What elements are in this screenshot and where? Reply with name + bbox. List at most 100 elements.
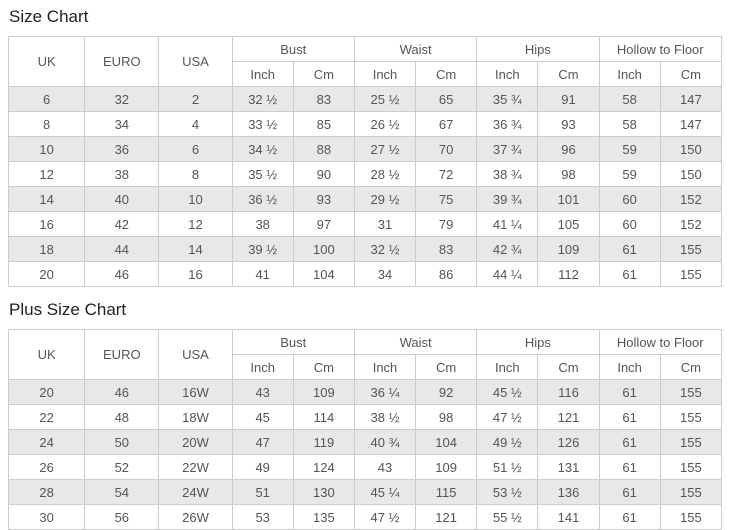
size-chart-title: Size Chart — [9, 7, 89, 26]
header-waist: Waist — [353, 329, 478, 355]
cell-euro: 40 — [84, 186, 160, 212]
table-row: 18 44 14 39 ½ 100 32 ½ 83 42 ¾ 109 61 155 — [7, 236, 723, 262]
cell-bust-inch: 38 — [231, 211, 294, 237]
plus-size-chart-title: Plus Size Chart — [9, 300, 127, 319]
cell-hips-inch: 47 ½ — [476, 404, 539, 430]
cell-hips-cm: 112 — [537, 261, 600, 287]
cell-hips-cm: 96 — [537, 136, 600, 162]
cell-hips-cm: 93 — [537, 111, 600, 137]
cell-euro: 44 — [84, 236, 160, 262]
header-usa: USA — [158, 329, 233, 380]
cell-waist-cm: 75 — [415, 186, 478, 212]
cell-uk: 22 — [7, 404, 86, 430]
cell-waist-inch: 45 ¼ — [353, 479, 417, 505]
table-row: 24 50 20W 47 119 40 ¾ 104 49 ½ 126 61 155 — [7, 429, 723, 455]
cell-hollow-to-floor-cm: 155 — [659, 429, 723, 455]
cell-hollow-to-floor-cm: 147 — [659, 111, 723, 137]
cell-usa: 16W — [158, 379, 233, 405]
cell-hollow-to-floor-cm: 150 — [659, 136, 723, 162]
cell-hollow-to-floor-cm: 155 — [659, 504, 723, 530]
cell-uk: 20 — [7, 379, 86, 405]
cell-bust-cm: 124 — [292, 454, 355, 480]
cell-waist-cm: 83 — [415, 236, 478, 262]
header-bust-inch: Inch — [231, 354, 294, 380]
cell-bust-cm: 109 — [292, 379, 355, 405]
cell-hips-cm: 126 — [537, 429, 600, 455]
cell-hips-cm: 101 — [537, 186, 600, 212]
cell-usa: 2 — [158, 86, 233, 112]
plus-size-chart-table: UK EURO USA Bust Waist Hips Hollow to Floor Inc… — [7, 329, 723, 530]
cell-waist-cm: 98 — [415, 404, 478, 430]
cell-euro: 56 — [84, 504, 160, 530]
header-waist-cm: Cm — [415, 354, 478, 380]
cell-bust-inch: 39 ½ — [231, 236, 294, 262]
cell-waist-inch: 29 ½ — [353, 186, 417, 212]
cell-uk: 6 — [7, 86, 86, 112]
cell-hips-cm: 116 — [537, 379, 600, 405]
header-bust: Bust — [231, 36, 355, 62]
cell-hips-inch: 55 ½ — [476, 504, 539, 530]
cell-usa: 18W — [158, 404, 233, 430]
cell-hollow-to-floor-cm: 155 — [659, 236, 723, 262]
cell-bust-inch: 43 — [231, 379, 294, 405]
header-bust-cm: Cm — [292, 61, 355, 87]
cell-euro: 52 — [84, 454, 160, 480]
header-usa: USA — [158, 36, 233, 87]
cell-bust-inch: 36 ½ — [231, 186, 294, 212]
cell-waist-cm: 72 — [415, 161, 478, 187]
cell-bust-cm: 114 — [292, 404, 355, 430]
cell-bust-cm: 93 — [292, 186, 355, 212]
header-uk: UK — [7, 36, 86, 87]
header-hollow-to-floor: Hollow to Floor — [598, 36, 723, 62]
cell-uk: 16 — [7, 211, 86, 237]
table-row: 10 36 6 34 ½ 88 27 ½ 70 37 ¾ 96 59 150 — [7, 136, 723, 162]
cell-hollow-to-floor-cm: 155 — [659, 454, 723, 480]
cell-bust-inch: 34 ½ — [231, 136, 294, 162]
cell-euro: 46 — [84, 261, 160, 287]
cell-uk: 20 — [7, 261, 86, 287]
cell-hips-cm: 121 — [537, 404, 600, 430]
cell-bust-inch: 53 — [231, 504, 294, 530]
header-hips: Hips — [476, 36, 600, 62]
cell-hips-cm: 131 — [537, 454, 600, 480]
table-row: 30 56 26W 53 135 47 ½ 121 55 ½ 141 61 155 — [7, 504, 723, 530]
table-row: 28 54 24W 51 130 45 ¼ 115 53 ½ 136 61 155 — [7, 479, 723, 505]
header-bust: Bust — [231, 329, 355, 355]
cell-hips-cm: 91 — [537, 86, 600, 112]
cell-hips-inch: 45 ½ — [476, 379, 539, 405]
cell-hips-inch: 35 ¾ — [476, 86, 539, 112]
cell-bust-cm: 97 — [292, 211, 355, 237]
cell-euro: 54 — [84, 479, 160, 505]
header-euro: EURO — [84, 329, 160, 380]
cell-waist-inch: 38 ½ — [353, 404, 417, 430]
cell-bust-inch: 35 ½ — [231, 161, 294, 187]
cell-uk: 10 — [7, 136, 86, 162]
cell-hips-cm: 136 — [537, 479, 600, 505]
cell-waist-inch: 47 ½ — [353, 504, 417, 530]
cell-usa: 14 — [158, 236, 233, 262]
cell-waist-cm: 79 — [415, 211, 478, 237]
cell-usa: 4 — [158, 111, 233, 137]
cell-hips-inch: 53 ½ — [476, 479, 539, 505]
cell-hollow-to-floor-cm: 152 — [659, 211, 723, 237]
cell-euro: 36 — [84, 136, 160, 162]
cell-waist-inch: 36 ¼ — [353, 379, 417, 405]
cell-bust-inch: 47 — [231, 429, 294, 455]
header-hips-cm: Cm — [537, 354, 600, 380]
header-hips-inch: Inch — [476, 354, 539, 380]
table-row: 20 46 16W 43 109 36 ¼ 92 45 ½ 116 61 155 — [7, 379, 723, 405]
cell-bust-cm: 135 — [292, 504, 355, 530]
cell-waist-cm: 86 — [415, 261, 478, 287]
cell-euro: 48 — [84, 404, 160, 430]
cell-hollow-to-floor-inch: 58 — [598, 111, 661, 137]
table-row: 26 52 22W 49 124 43 109 51 ½ 131 61 155 — [7, 454, 723, 480]
cell-hollow-to-floor-inch: 61 — [598, 504, 661, 530]
header-bust-cm: Cm — [292, 354, 355, 380]
cell-hollow-to-floor-cm: 155 — [659, 479, 723, 505]
header-waist-cm: Cm — [415, 61, 478, 87]
table-row: 14 40 10 36 ½ 93 29 ½ 75 39 ¾ 101 60 152 — [7, 186, 723, 212]
cell-usa: 12 — [158, 211, 233, 237]
cell-waist-inch: 27 ½ — [353, 136, 417, 162]
cell-bust-inch: 51 — [231, 479, 294, 505]
